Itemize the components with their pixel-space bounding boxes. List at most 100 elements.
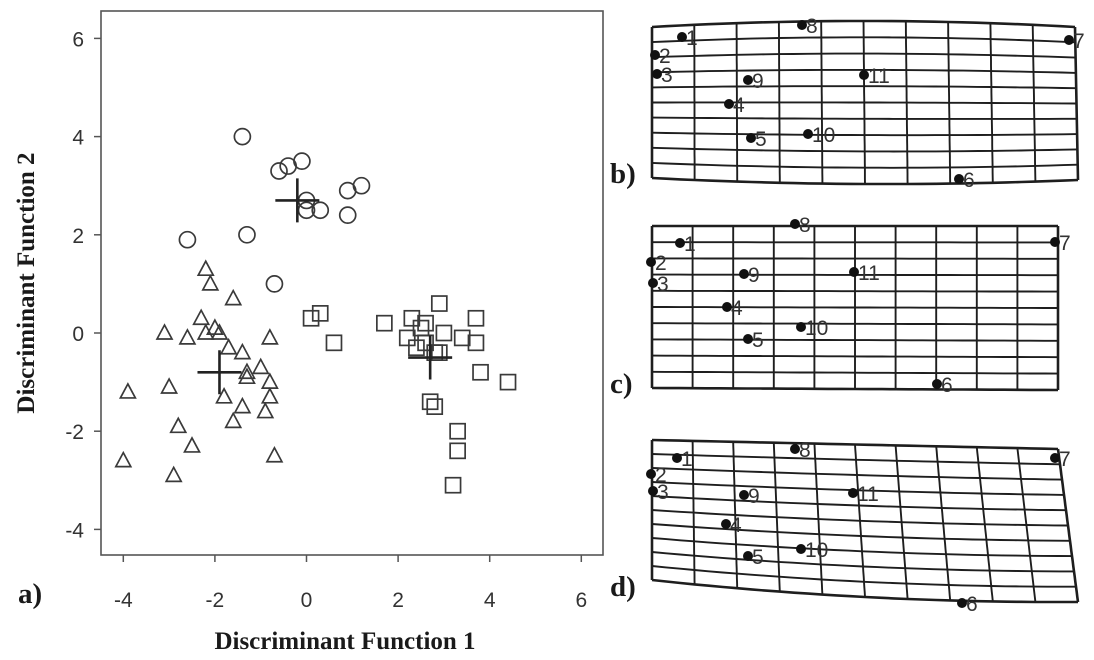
deformation-grid-c: 123 45 6 7 8 9 10 11 (646, 214, 1071, 397)
square-point (430, 295, 448, 312)
landmark-dot (739, 490, 749, 500)
grid-column-line (1016, 447, 1037, 603)
triangle-point (196, 323, 215, 340)
landmark-dot (724, 99, 734, 109)
circle-point (338, 206, 357, 225)
landmark-dot (743, 551, 753, 561)
landmark-dot (1050, 453, 1060, 463)
triangle-point (183, 436, 201, 453)
landmark-label: 4 (733, 94, 745, 117)
y-axis-title: Discriminant Function 2 (13, 152, 40, 413)
circle-point (311, 201, 330, 220)
circle-point (265, 275, 284, 293)
panel-label-d: d) (610, 571, 636, 603)
centroid-cross (275, 178, 320, 223)
square-point (435, 324, 453, 342)
square-point (444, 476, 462, 494)
landmark-label: 9 (748, 485, 760, 508)
landmark-dot (790, 444, 800, 454)
triangle-point (238, 362, 256, 380)
triangle-point (233, 342, 252, 360)
square-point (449, 422, 466, 440)
landmark-label: 5 (755, 128, 767, 151)
square-point (403, 309, 421, 327)
grid-column-line (772, 442, 781, 592)
triangle-point (201, 274, 220, 291)
grid-column-line (975, 447, 994, 602)
landmark-label: 5 (752, 329, 764, 352)
grid-column-line (947, 21, 952, 184)
landmark-label: 3 (661, 64, 673, 87)
landmark-dot (797, 20, 807, 30)
triangle-point (260, 387, 279, 404)
landmark-dot (954, 174, 964, 184)
landmark-label: 1 (681, 448, 693, 471)
landmark-dot (790, 219, 800, 229)
landmark-dot (859, 70, 869, 80)
landmark-label: 2 (655, 464, 667, 487)
circle-point (270, 162, 288, 180)
triangle-point (256, 401, 275, 419)
landmark-label: 1 (686, 27, 698, 50)
triangle-point (219, 337, 238, 355)
x-tick-label: -2 (206, 589, 225, 612)
triangle-point (155, 323, 174, 340)
panel-label-c: c) (610, 368, 633, 400)
centroid-cross (408, 335, 453, 380)
square-point (417, 314, 434, 332)
grid-column-line (935, 446, 952, 601)
x-tick-label: 2 (392, 589, 404, 612)
x-tick-label: 4 (484, 589, 496, 612)
square-point (398, 329, 416, 347)
grid-column-line (1073, 26, 1080, 181)
landmark-dot (648, 278, 658, 288)
landmark-dot (646, 469, 656, 479)
grid-column-line (691, 440, 696, 585)
triangle-point (192, 308, 211, 326)
y-tick-label: -4 (65, 519, 84, 542)
square-point (426, 398, 444, 415)
landmark-dot (646, 257, 656, 267)
triangle-point (178, 328, 197, 345)
triangle-point (210, 323, 229, 340)
landmark-label: 6 (966, 593, 978, 616)
y-tick-label: 2 (72, 225, 84, 248)
landmark-dot (672, 453, 682, 463)
triangle-point (260, 372, 279, 389)
landmark-label: 4 (730, 514, 742, 537)
landmark-label: 11 (858, 262, 880, 285)
square-point (417, 334, 434, 352)
grid-column-line (894, 445, 909, 600)
x-tick-label: -4 (114, 589, 133, 612)
landmark-label: 8 (799, 214, 811, 237)
triangle-point (118, 382, 137, 399)
x-tick-label: 0 (301, 589, 313, 612)
landmark-label: 11 (868, 65, 890, 88)
triangle-point (114, 450, 133, 468)
circle-point (352, 176, 371, 195)
triangle-point (265, 445, 284, 463)
scatter-points (114, 127, 517, 494)
square-point (467, 334, 485, 352)
triangle-point (224, 288, 243, 306)
triangle-point (224, 411, 243, 429)
x-axis-ticks: -4 -2 0 2 4 6 (114, 555, 587, 612)
landmark-dot (743, 75, 753, 85)
landmark-label: 7 (1059, 448, 1071, 471)
landmark-label: 5 (752, 546, 764, 569)
landmark-dot (796, 544, 806, 554)
y-tick-label: 6 (72, 28, 84, 51)
circle-point (233, 127, 252, 146)
landmark-dot (1064, 35, 1074, 45)
landmark-label: 2 (659, 45, 671, 68)
landmark-dot (1050, 237, 1060, 247)
y-axis-ticks: -4 -2 0 2 4 6 (65, 28, 101, 542)
triangle-point (260, 328, 279, 345)
scatter-panel: -4 -2 0 2 4 6 -4 -2 0 2 4 6 Discriminant Function … (13, 10, 604, 655)
panel-label-a: a) (18, 578, 42, 610)
square-point (472, 363, 489, 381)
landmark-label: 8 (799, 439, 811, 462)
landmark-dot (739, 269, 749, 279)
square-point (430, 344, 448, 361)
landmark-dot (652, 69, 662, 79)
